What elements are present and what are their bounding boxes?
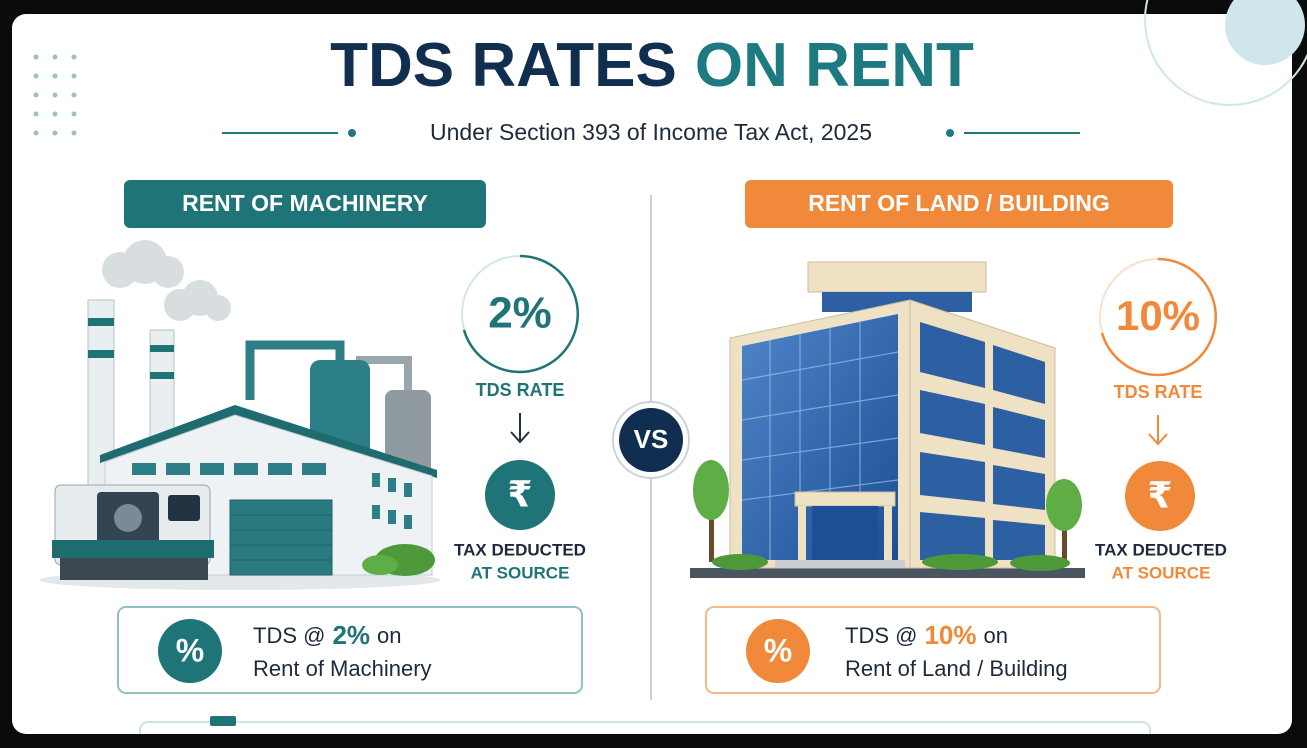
vs-badge <box>619 408 683 472</box>
rupee-badge <box>485 460 555 530</box>
summary-line2: Rent of Machinery <box>253 656 432 681</box>
summary-line1: TDS @ 10% on <box>845 620 1008 650</box>
panel-heading: RENT OF LAND / BUILDING <box>808 190 1110 216</box>
panel-heading-box <box>124 180 486 228</box>
summary-line1: TDS @ 2% on <box>253 620 402 650</box>
rupee-icon: ₹ <box>1147 475 1172 516</box>
summary-prefix: TDS @ <box>253 623 325 648</box>
rate-label: TDS RATE <box>1114 382 1203 402</box>
summary-box <box>117 606 583 694</box>
frame-bottom <box>0 734 1307 748</box>
panel-heading-box <box>745 180 1173 228</box>
deduct-line1: TAX DEDUCTED <box>1095 540 1227 559</box>
title-part1: TDS RATES <box>330 31 677 100</box>
summary-rate: 2% <box>332 620 370 650</box>
summary-prefix: TDS @ <box>845 623 917 648</box>
summary-suffix: on <box>377 623 401 648</box>
rate-value: 2% <box>488 289 552 338</box>
percent-icon: % <box>764 632 792 668</box>
percent-badge <box>158 619 222 683</box>
percent-badge <box>746 619 810 683</box>
rate-value: 10% <box>1116 292 1200 339</box>
subtitle-dot <box>348 129 356 137</box>
dot-grid <box>33 54 77 136</box>
summary-box <box>705 606 1161 694</box>
rate-arc <box>462 254 579 374</box>
building-illustration <box>690 261 1085 578</box>
rupee-badge <box>1125 461 1195 531</box>
arrow <box>1148 415 1168 446</box>
factory-illustration <box>40 240 440 590</box>
bottom-icon <box>210 716 236 726</box>
percent-icon: % <box>176 632 204 668</box>
subtitle-dot <box>946 129 954 137</box>
deduct-line2: AT SOURCE <box>1112 563 1211 582</box>
summary-suffix: on <box>984 623 1008 648</box>
corner-deco <box>1144 0 1307 106</box>
rate-arc <box>1100 257 1217 377</box>
title-part2: ON RENT <box>695 31 974 100</box>
summary-rate: 10% <box>924 620 976 650</box>
deduct-line1: TAX DEDUCTED <box>454 540 586 559</box>
rupee-icon: ₹ <box>507 474 532 515</box>
arrow <box>510 413 530 444</box>
vs-label: VS <box>634 424 669 454</box>
title: TDS RATES ON RENT <box>330 31 974 100</box>
rate-label: TDS RATE <box>476 380 565 400</box>
deduct-line2: AT SOURCE <box>471 563 570 582</box>
subtitle: Under Section 393 of Income Tax Act, 202… <box>430 119 872 145</box>
panel-heading: RENT OF MACHINERY <box>182 190 428 216</box>
summary-line2: Rent of Land / Building <box>845 656 1068 681</box>
